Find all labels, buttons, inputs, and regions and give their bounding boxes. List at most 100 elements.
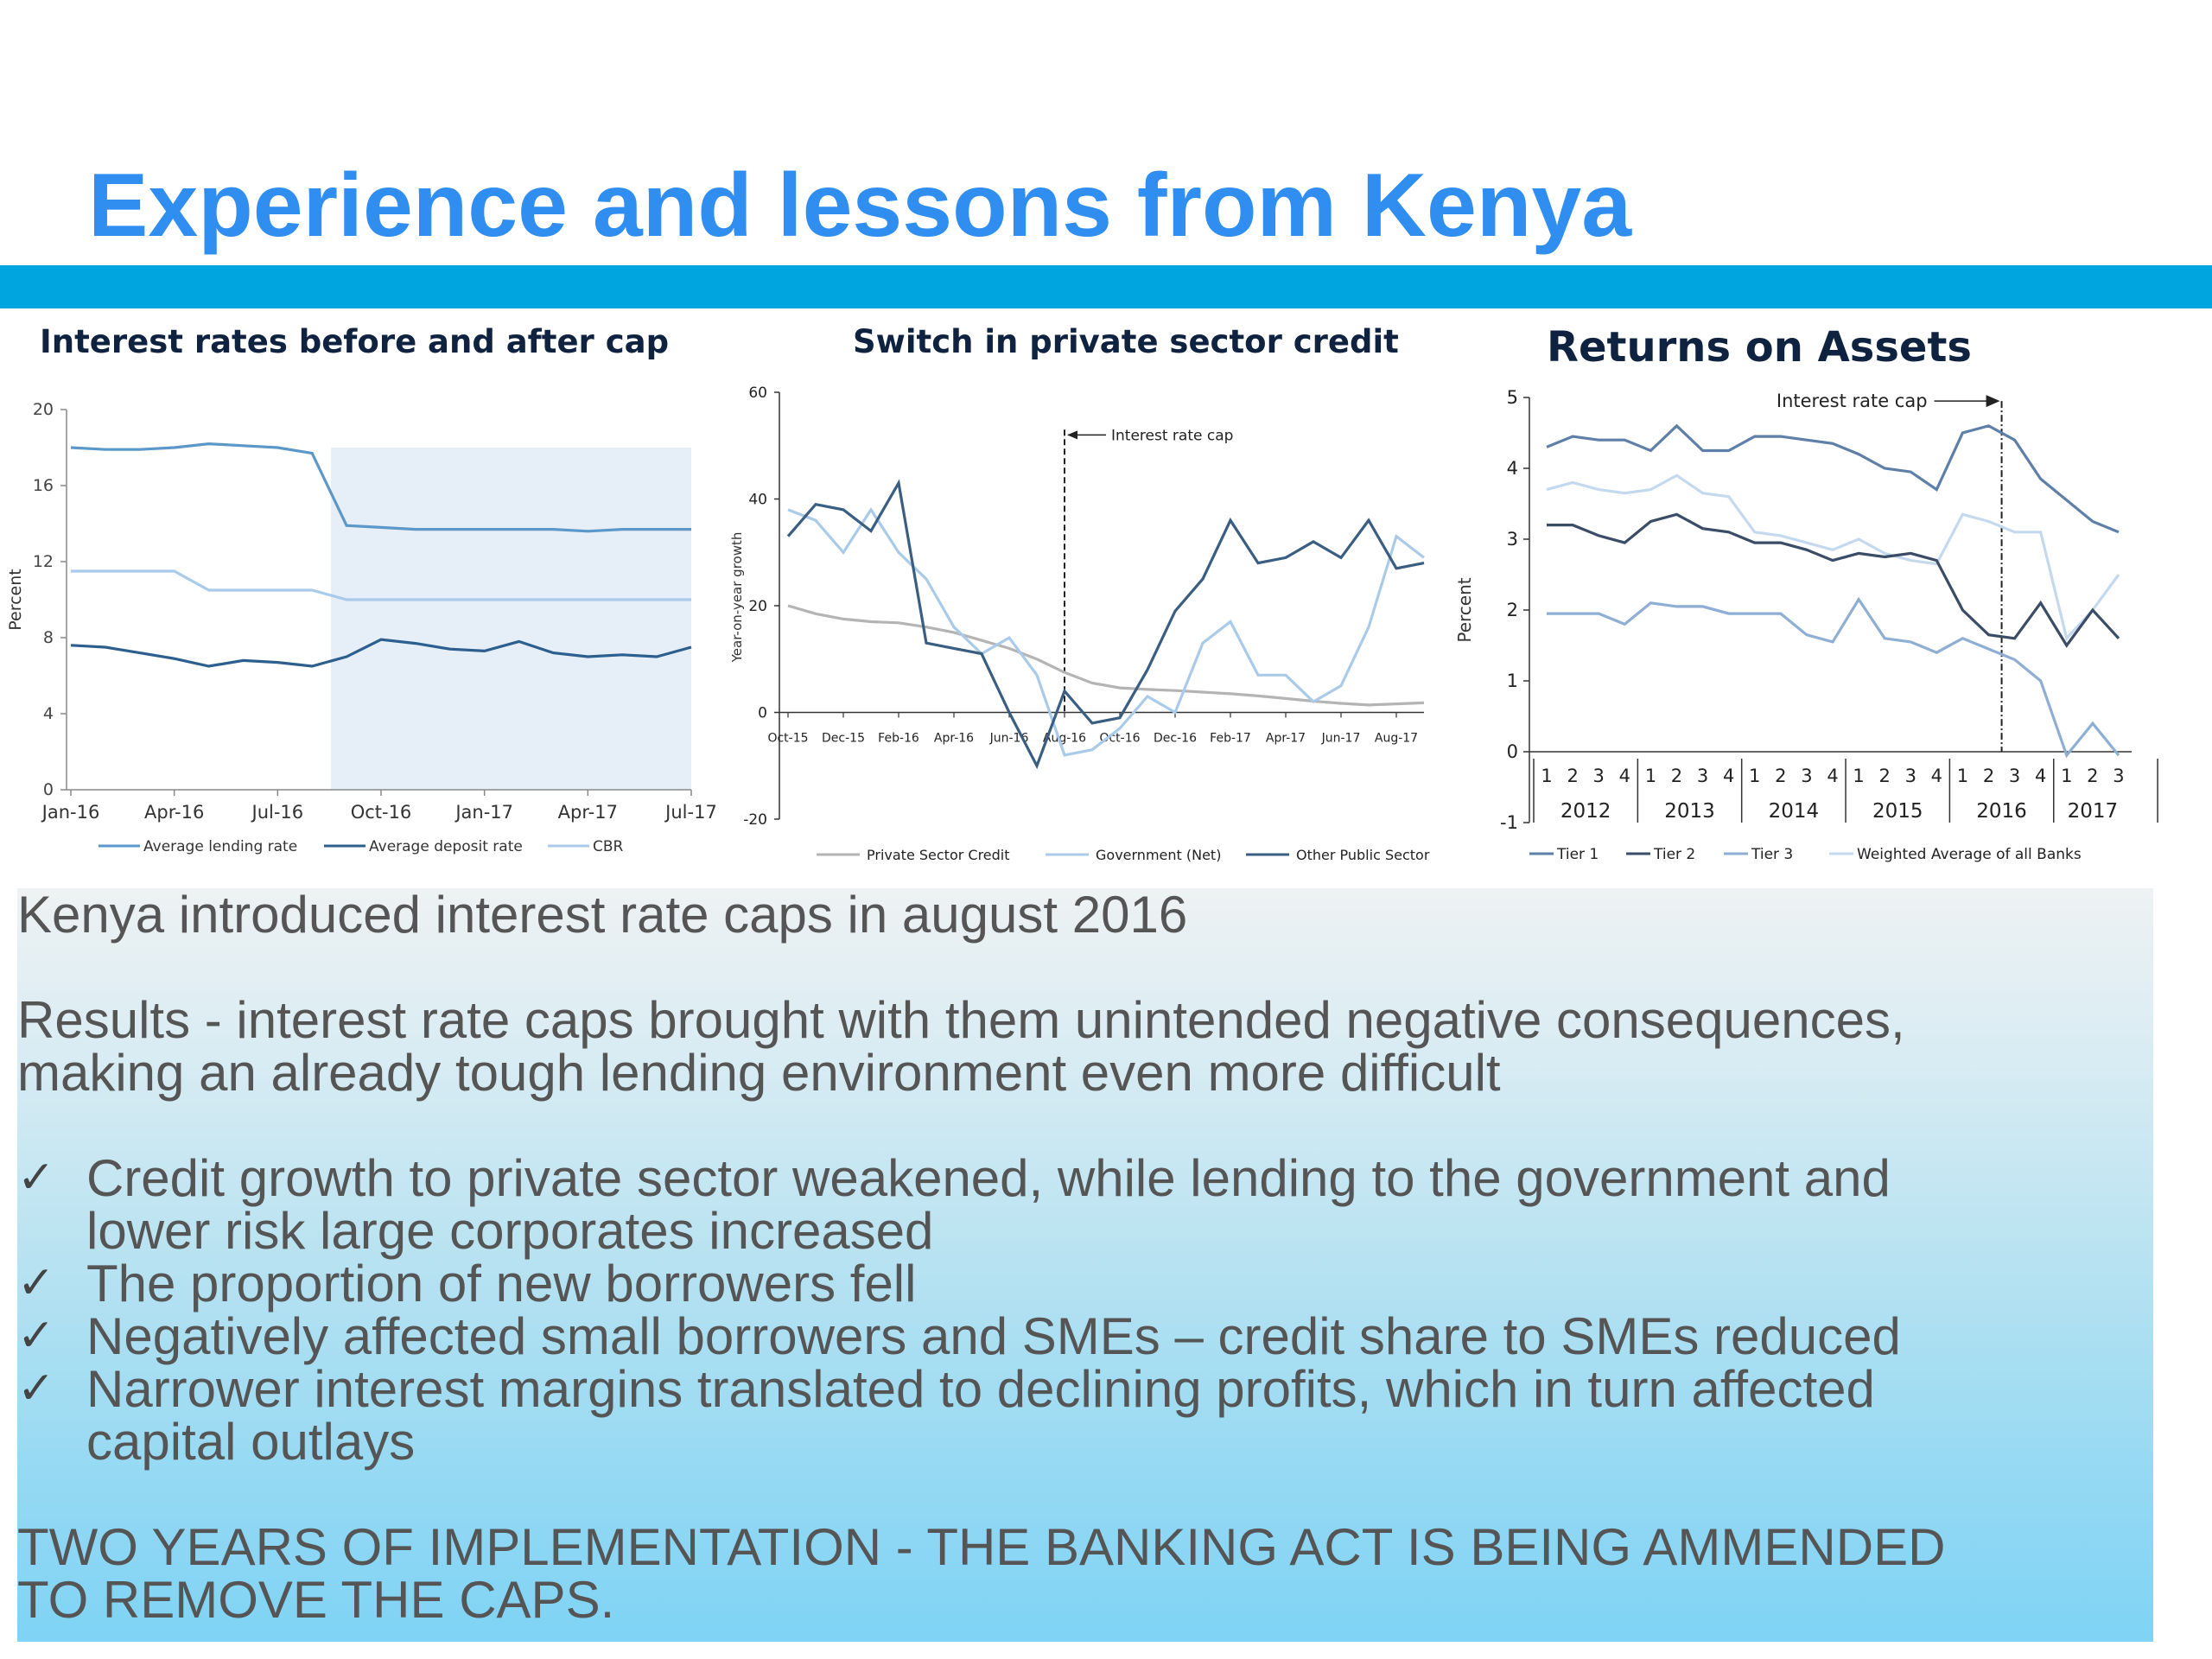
series-line-government-net — [787, 506, 1425, 757]
legend-label: Tier 2 — [1653, 846, 1695, 863]
y-tick-label: 0 — [43, 780, 54, 799]
conclusion-line2: TO REMOVE THE CAPS. — [17, 1571, 615, 1629]
x-tick-label: 2 — [1878, 766, 1890, 786]
x-tick-label: 1 — [1957, 766, 1968, 786]
y-tick-label: 8 — [43, 628, 54, 647]
series-line-other-public-sector — [786, 479, 1425, 770]
chart-interest-rates: Interest rates before and after cap 0 4 8 12… — [6, 323, 717, 855]
y-axis-label: Percent — [1454, 577, 1475, 642]
bullet-margins-line1: Narrower interest margins translated to … — [86, 1360, 1875, 1418]
year-label: 2014 — [1769, 800, 1820, 823]
check-mark-icon: ✓ — [17, 1363, 55, 1414]
summary-box: Kenya introduced interest rate caps in a… — [17, 888, 2153, 1642]
chart-title: Interest rates before and after cap — [40, 323, 669, 360]
x-tick-label: 2 — [1671, 766, 1682, 786]
legend-label: Tier 1 — [1556, 846, 1599, 863]
legend-label: Private Sector Credit — [867, 847, 1010, 863]
x-tick-label: 2 — [1775, 766, 1786, 786]
x-tick-label: Dec-16 — [1154, 732, 1197, 746]
x-tick-label: 3 — [2009, 766, 2020, 786]
y-axis-label: Percent — [6, 569, 25, 631]
year-label: 2013 — [1664, 800, 1715, 823]
post-cap-shaded-region — [331, 448, 691, 790]
results-text-line2: making an already tough lending environm… — [17, 1044, 1501, 1102]
x-tick-label: 3 — [1905, 766, 1916, 786]
y-tick-label: 5 — [1507, 387, 1518, 408]
legend-label: Tier 3 — [1751, 846, 1793, 863]
x-tick-label: Apr-17 — [1266, 732, 1306, 746]
y-tick-label: 1 — [1507, 671, 1518, 691]
series-line-private-sector-credit — [787, 604, 1425, 707]
y-tick-label: 12 — [33, 552, 54, 571]
annotation-arrowhead — [1986, 395, 2000, 408]
bullet-margins-line2: capital outlays — [86, 1413, 416, 1471]
x-tick-label: Aug-17 — [1375, 732, 1418, 746]
x-tick-label: 4 — [1827, 766, 1838, 786]
x-tick-label: 4 — [1723, 766, 1734, 786]
legend-label: Average deposit rate — [369, 838, 523, 855]
chart-title: Switch in private sector credit — [853, 323, 1399, 360]
x-tick-label: 3 — [1697, 766, 1708, 786]
bullet-credit-growth-line2: lower risk large corporates increased — [86, 1202, 934, 1260]
x-tick-label: 3 — [1593, 766, 1605, 786]
y-tick-label: -1 — [1500, 812, 1518, 833]
x-tick-label: 4 — [2035, 766, 2046, 786]
y-tick-label: 40 — [748, 492, 767, 509]
chart-private-credit: Switch in private sector credit -20 0 20 40 6… — [729, 323, 1430, 863]
slide-title: Experience and lessons from Kenya — [88, 156, 1632, 256]
y-tick-label: 4 — [1507, 458, 1518, 479]
series-line-average-lending-rate — [70, 442, 691, 533]
series-line-weighted-average-of-all-banks — [1546, 474, 2120, 642]
y-tick-label: -20 — [743, 811, 767, 829]
bullet-small-borrowers: Negatively affected small borrowers and … — [86, 1307, 1901, 1365]
x-tick-label: 1 — [1749, 766, 1760, 786]
legend-label: CBR — [593, 838, 624, 855]
x-tick-label: 1 — [1645, 766, 1656, 786]
chart-returns-panel: Returns on Assets -1 0 1 2 3 4 5 Percent 1 2 3 4 1 2 3 4… — [1452, 313, 2160, 874]
check-mark-icon: ✓ — [17, 1257, 55, 1309]
y-tick-label: 16 — [33, 476, 54, 495]
y-tick-label: 60 — [748, 385, 767, 402]
x-tick-label: Jun-16 — [989, 732, 1029, 746]
x-tick-label: Feb-17 — [1210, 732, 1251, 746]
series-line-average-deposit-rate — [70, 638, 692, 668]
x-tick-label: Dec-15 — [822, 732, 865, 746]
legend-label: Government (Net) — [1096, 847, 1221, 863]
annotation-arrowhead — [1067, 430, 1077, 440]
results-text-line1: Results - interest rate caps brought wit… — [17, 991, 1905, 1049]
y-tick-label: 2 — [1507, 600, 1518, 620]
x-tick-label: Jul-16 — [251, 802, 304, 823]
x-tick-label: Aug-16 — [1043, 732, 1086, 746]
x-tick-label: Jan-17 — [454, 802, 513, 823]
x-tick-label: 2 — [1567, 766, 1578, 786]
y-tick-label: 4 — [43, 704, 54, 723]
legend-label: Other Public Sector — [1296, 847, 1430, 863]
intro-text: Kenya introduced interest rate caps in a… — [17, 886, 1188, 944]
x-tick-label: Jan-16 — [41, 802, 100, 823]
x-tick-label: 2 — [2087, 766, 2098, 786]
series-line-tier-3 — [1547, 596, 2120, 759]
x-tick-label: 4 — [1619, 766, 1630, 786]
legend-label: Average lending rate — [143, 838, 297, 855]
x-tick-label: Apr-16 — [144, 802, 204, 823]
x-tick-label: 2 — [1983, 766, 1994, 786]
conclusion-line1: TWO YEARS OF IMPLEMENTATION - THE BANKIN… — [17, 1518, 1946, 1576]
annotation-label: Interest rate cap — [1777, 391, 1928, 411]
x-tick-label: Oct-15 — [767, 732, 808, 746]
y-tick-label: 20 — [33, 400, 54, 419]
chart-title: Returns on Assets — [1547, 323, 1972, 372]
year-label: 2015 — [1872, 800, 1923, 823]
bullet-credit-growth-line1: Credit growth to private sector weakened… — [86, 1149, 1891, 1207]
series-line-cbr — [71, 569, 691, 601]
chart-private-credit-panel: Switch in private sector credit -20 0 20 40 6… — [726, 313, 1452, 874]
legend-label: Weighted Average of all Banks — [1857, 846, 2082, 863]
x-tick-label: Jul-17 — [664, 802, 717, 823]
year-label: 2012 — [1560, 800, 1611, 823]
check-mark-icon: ✓ — [17, 1152, 55, 1204]
y-tick-label: 20 — [748, 598, 767, 615]
year-label: 2017 — [2068, 800, 2119, 823]
x-tick-label: Apr-17 — [558, 802, 618, 823]
year-label: 2016 — [1976, 800, 2027, 823]
title-band — [0, 265, 2212, 308]
